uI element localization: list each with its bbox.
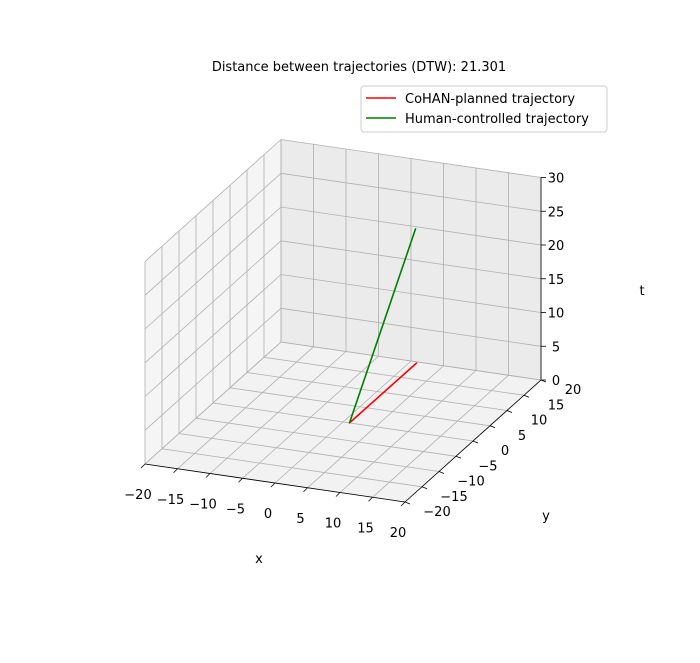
- y-tick-mark: [404, 501, 411, 505]
- y-tick-label: −10: [457, 475, 484, 490]
- t-tick-label: 15: [548, 273, 565, 288]
- legend-label-cohan: CoHAN-planned trajectory: [405, 92, 575, 107]
- z-grid-line: [144, 240, 542, 364]
- y-tick-mark: [421, 486, 428, 490]
- z-grid-line: [144, 139, 542, 262]
- t-tick-label: 5: [552, 340, 560, 355]
- x-tick-mark: [173, 468, 178, 474]
- series-line-cohan: [349, 362, 418, 423]
- y-tick-label: −20: [423, 505, 450, 520]
- x-tick-mark: [270, 482, 276, 488]
- y-tick-mark: [506, 410, 513, 413]
- t-tick-label: 30: [548, 172, 565, 187]
- y-tick-mark: [438, 471, 445, 474]
- data-series: [348, 228, 418, 424]
- x-tick-label: −5: [226, 502, 245, 517]
- t-tick-label: 10: [548, 307, 565, 322]
- y-tick-mark: [489, 425, 496, 429]
- z-grid-line: [144, 307, 542, 431]
- y-tick-mark: [523, 394, 530, 398]
- x-tick-mark: [205, 473, 211, 478]
- t-tick-label: 20: [548, 239, 565, 254]
- series-line-human: [348, 228, 417, 424]
- legend-label-human: Human-controlled trajectory: [405, 112, 589, 127]
- y-axis-label: y: [542, 509, 550, 524]
- y-tick-label: 5: [518, 429, 526, 444]
- x-tick-label: 5: [296, 512, 304, 527]
- t-tick-label: 0: [552, 374, 560, 389]
- legend-box: [360, 85, 608, 133]
- axes-panes: [145, 139, 541, 502]
- legend: CoHAN-planned trajectory Human-controlle…: [360, 85, 608, 133]
- x-tick-label: 20: [390, 526, 407, 541]
- x-tick-label: 0: [264, 507, 272, 522]
- x-tick-mark: [140, 463, 146, 469]
- x-tick-label: −20: [124, 488, 151, 503]
- z-grid-line: [144, 172, 542, 296]
- x-tick-label: 10: [325, 517, 342, 532]
- x-axis-label: x: [255, 552, 263, 567]
- t-tick-label: 25: [548, 205, 565, 220]
- y-tick-label: −5: [478, 459, 497, 474]
- tick-labels: −20 −15 −10 −5 0 5 10 15 20−20−15−10−50510152005…: [124, 172, 581, 542]
- y-tick-mark: [455, 455, 462, 459]
- x-tick-mark: [400, 501, 406, 507]
- z-grid-line: [144, 341, 542, 465]
- axis-lines: [140, 177, 547, 507]
- y-tick-label: 10: [531, 414, 548, 429]
- z-grid-line: [144, 274, 542, 397]
- y-tick-label: −15: [440, 490, 467, 505]
- y-tick-label: 15: [548, 398, 565, 413]
- x-tick-mark: [368, 496, 373, 502]
- y-tick-label: 20: [565, 383, 582, 398]
- x-tick-label: 15: [357, 521, 374, 536]
- x-tick-label: −10: [189, 498, 216, 513]
- y-tick-label: 0: [501, 444, 509, 459]
- x-tick-mark: [303, 487, 308, 493]
- y-tick-mark: [472, 440, 479, 444]
- x-tick-mark: [238, 477, 243, 483]
- x-tick-label: −15: [157, 493, 184, 508]
- x-tick-mark: [335, 492, 341, 497]
- z-grid-line: [144, 206, 542, 330]
- t-axis-label: t: [639, 284, 644, 299]
- chart-title: Distance between trajectories (DTW): 21.…: [212, 60, 506, 75]
